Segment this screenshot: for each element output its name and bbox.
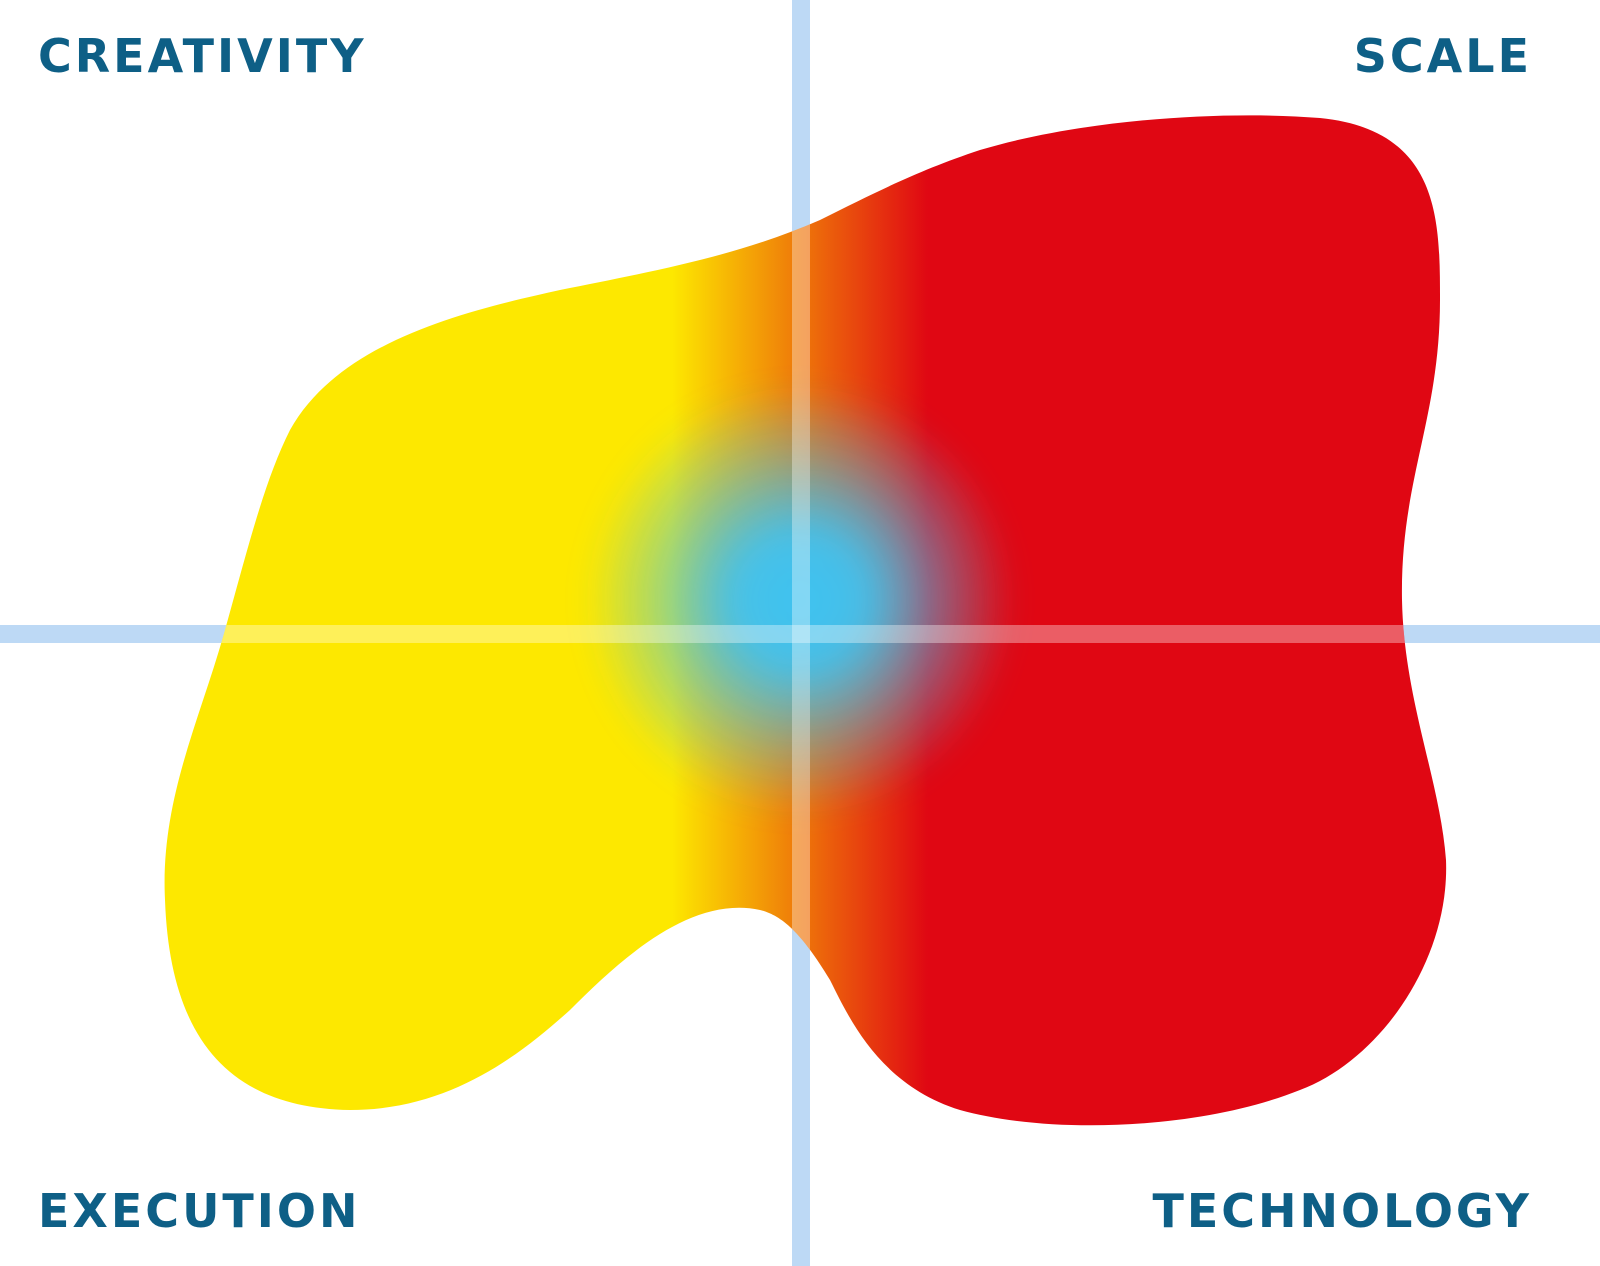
quadrant-label-execution: EXECUTION <box>38 1184 361 1238</box>
quadrant-label-creativity: CREATIVITY <box>38 29 367 83</box>
quadrant-label-technology: TECHNOLOGY <box>1152 1184 1532 1238</box>
quadrant-label-scale: SCALE <box>1353 29 1532 83</box>
